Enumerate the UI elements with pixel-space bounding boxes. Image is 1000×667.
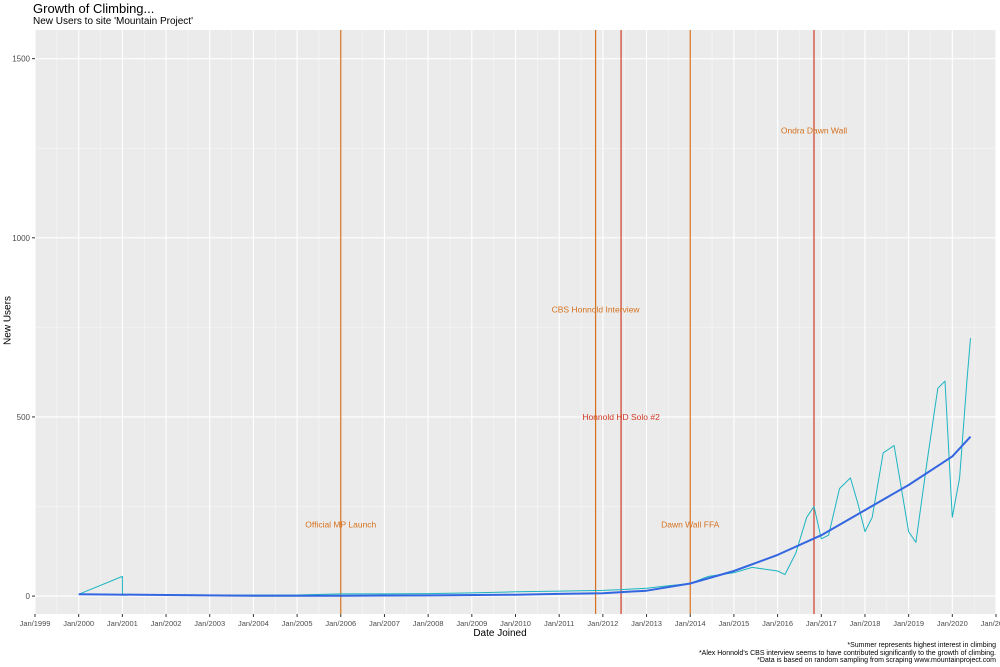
y-tick-label: 1500 <box>12 55 30 64</box>
y-tick-label: 0 <box>26 592 31 601</box>
x-axis-label: Date Joined <box>473 628 527 639</box>
x-tick-label: Jan/2013 <box>631 619 662 628</box>
chart-subtitle: New Users to site 'Mountain Project' <box>33 16 193 27</box>
y-axis: 0 500 1000 1500 <box>12 55 35 601</box>
x-tick-label: Jan/2010 <box>500 619 531 628</box>
annotation-label: Honnold HD Solo #2 <box>582 412 660 422</box>
x-tick-label: Jan/2019 <box>893 619 924 628</box>
x-tick-label: Jan/2003 <box>194 619 225 628</box>
grid-minor <box>35 30 996 614</box>
event-lines <box>340 30 815 614</box>
x-tick-label: Jan/2014 <box>675 619 706 628</box>
x-tick-label: Jan/2009 <box>456 619 487 628</box>
x-tick-label: Jan/2008 <box>413 619 444 628</box>
x-tick-label: Jan/2000 <box>63 619 94 628</box>
grid-major <box>34 30 997 614</box>
x-tick-label: Jan/2021 <box>981 619 1000 628</box>
x-tick-label: Jan/2011 <box>544 619 574 628</box>
y-tick-label: 500 <box>17 413 31 422</box>
y-axis-label: New Users <box>2 296 14 345</box>
x-axis: Jan/1999 Jan/2000 Jan/2001 Jan/2002 Jan/2003… <box>20 614 1000 628</box>
annotations: Official MP Launch CBS Honnold Interview H… <box>305 125 847 529</box>
annotation-label: CBS Honnold Interview <box>552 304 641 314</box>
x-tick-label: Jan/2007 <box>369 619 400 628</box>
footnote: *Alex Honnold's CBS interview seems to h… <box>698 649 996 657</box>
x-tick-label: Jan/1999 <box>20 619 51 628</box>
annotation-label: Dawn Wall FFA <box>661 519 720 529</box>
footnote: *Summer represents highest interest in c… <box>847 642 996 649</box>
new-users-line <box>78 338 971 596</box>
x-tick-label: Jan/2018 <box>850 619 881 628</box>
footnote: *Data is based on random sampling from s… <box>757 657 996 665</box>
x-tick-label: Jan/2015 <box>718 619 749 628</box>
x-tick-label: Jan/2012 <box>587 619 618 628</box>
footnotes: *Summer represents highest interest in c… <box>699 642 996 665</box>
y-tick-label: 1000 <box>12 234 30 243</box>
x-tick-label: Jan/2017 <box>806 619 837 628</box>
trend-line <box>78 436 972 597</box>
series-group <box>78 338 972 597</box>
x-tick-label: Jan/2002 <box>151 619 182 628</box>
x-tick-label: Jan/2001 <box>107 619 138 628</box>
x-tick-label: Jan/2020 <box>937 619 968 628</box>
x-tick-label: Jan/2006 <box>325 619 356 628</box>
annotation-label: Official MP Launch <box>305 519 376 529</box>
chart-title: Growth of Climbing... <box>33 1 155 16</box>
x-tick-label: Jan/2004 <box>238 619 269 628</box>
x-tick-label: Jan/2005 <box>282 619 313 628</box>
annotation-label: Ondra Dawn Wall <box>781 125 847 135</box>
x-tick-label: Jan/2016 <box>762 619 793 628</box>
